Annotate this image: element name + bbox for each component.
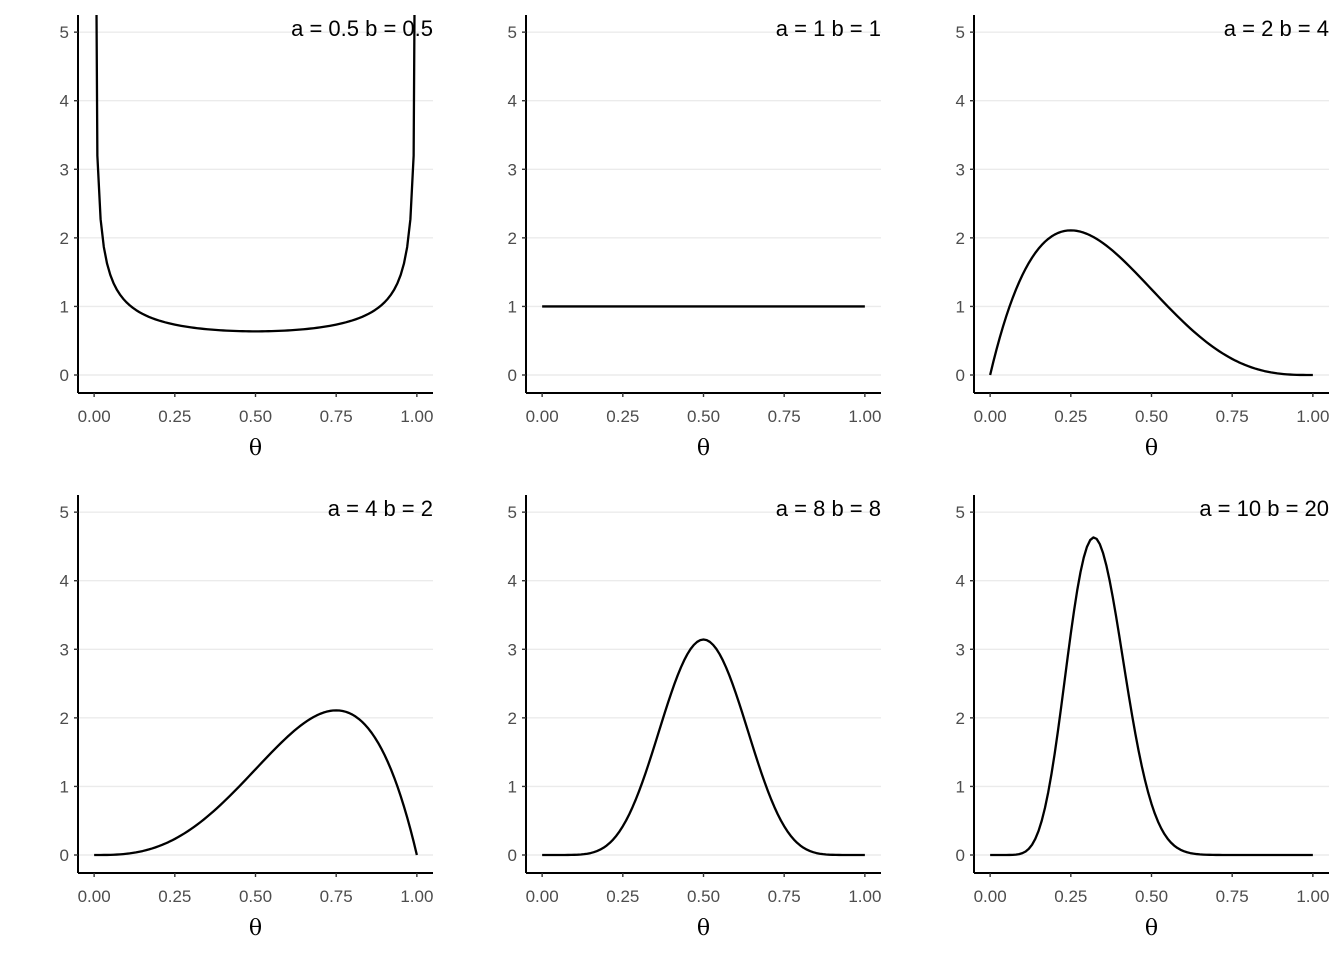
y-tick-label: 5	[60, 503, 69, 522]
x-tick-label: 0.25	[606, 407, 639, 426]
x-tick-label: 1.00	[400, 887, 433, 906]
x-tick-label: 0.75	[1216, 887, 1249, 906]
x-axis-title: θ	[697, 916, 710, 941]
y-tick-label: 0	[508, 366, 517, 385]
x-tick-label: 1.00	[848, 887, 881, 906]
x-tick-label: 0.75	[768, 887, 801, 906]
x-axis-title: θ	[697, 436, 710, 461]
y-tick-label: 4	[60, 572, 69, 591]
x-tick-label: 0.75	[320, 407, 353, 426]
y-tick-label: 0	[956, 366, 965, 385]
panel-title: a = 8 b = 8	[776, 496, 881, 521]
x-tick-label: 0.75	[768, 407, 801, 426]
panel-6: 0 1 2 3 4 5 0.00 0.25 0.50 0.75 1.00 θ a = 10 b = 20	[956, 495, 1329, 941]
panel-title: a = 0.5 b = 0.5	[291, 16, 433, 41]
x-tick-label: 1.00	[1296, 407, 1329, 426]
y-tick-label: 5	[956, 23, 965, 42]
y-tick-label: 1	[508, 777, 517, 796]
y-tick-label: 3	[60, 160, 69, 179]
y-tick-label: 0	[60, 366, 69, 385]
x-tick-label: 1.00	[400, 407, 433, 426]
y-tick-label: 1	[956, 297, 965, 316]
x-tick-label: 0.25	[158, 887, 191, 906]
y-tick-label: 0	[508, 846, 517, 865]
y-tick-label: 1	[956, 777, 965, 796]
panel-title: a = 4 b = 2	[328, 496, 433, 521]
y-tick-label: 1	[60, 297, 69, 316]
density-curve	[542, 638, 865, 857]
y-tick-label: 4	[956, 92, 965, 111]
y-tick-label: 2	[60, 229, 69, 248]
density-curve	[989, 229, 1313, 377]
x-tick-label: 0.50	[687, 887, 720, 906]
y-tick-label: 4	[60, 92, 69, 111]
x-tick-label: 0.25	[1054, 887, 1087, 906]
y-tick-label: 0	[60, 846, 69, 865]
x-tick-label: 1.00	[1296, 887, 1329, 906]
x-tick-label: 0.00	[526, 407, 559, 426]
x-tick-label: 0.50	[1135, 407, 1168, 426]
x-tick-label: 0.50	[239, 407, 272, 426]
x-tick-label: 0.25	[1054, 407, 1087, 426]
y-tick-label: 0	[956, 846, 965, 865]
x-tick-label: 0.00	[78, 407, 111, 426]
x-tick-label: 0.50	[239, 887, 272, 906]
x-tick-label: 0.00	[974, 407, 1007, 426]
x-tick-label: 0.00	[526, 887, 559, 906]
panel-title: a = 2 b = 4	[1224, 16, 1329, 41]
y-tick-label: 2	[956, 709, 965, 728]
panel-5: 0 1 2 3 4 5 0.00 0.25 0.50 0.75 1.00 θ a = 8 b = 8	[508, 495, 881, 941]
y-tick-label: 1	[60, 777, 69, 796]
y-tick-label: 2	[60, 709, 69, 728]
y-tick-label: 3	[956, 160, 965, 179]
y-tick-label: 4	[956, 572, 965, 591]
x-tick-label: 0.25	[606, 887, 639, 906]
x-tick-label: 0.75	[320, 887, 353, 906]
x-tick-label: 0.50	[1135, 887, 1168, 906]
panel-title: a = 1 b = 1	[776, 16, 881, 41]
panel-1: 0 1 2 3 4 5 0.00 0.25 0.50 0.75 1.00 θ a = 0.5 b = 0…	[60, 15, 433, 461]
y-tick-label: 3	[508, 160, 517, 179]
x-tick-label: 1.00	[848, 407, 881, 426]
y-tick-label: 5	[508, 23, 517, 42]
density-curve	[94, 709, 418, 857]
y-tick-label: 5	[508, 503, 517, 522]
y-tick-label: 5	[956, 503, 965, 522]
y-tick-label: 3	[956, 640, 965, 659]
y-tick-label: 4	[508, 92, 517, 111]
y-tick-label: 2	[508, 229, 517, 248]
y-tick-label: 5	[60, 23, 69, 42]
x-tick-label: 0.75	[1216, 407, 1249, 426]
x-tick-label: 0.50	[687, 407, 720, 426]
x-axis-title: θ	[1145, 916, 1158, 941]
x-axis-title: θ	[1145, 436, 1158, 461]
y-tick-label: 1	[508, 297, 517, 316]
density-curve	[95, 15, 416, 333]
density-curve	[990, 536, 1313, 857]
y-tick-label: 2	[956, 229, 965, 248]
x-axis-title: θ	[249, 436, 262, 461]
y-tick-label: 3	[508, 640, 517, 659]
panel-title: a = 10 b = 20	[1199, 496, 1329, 521]
y-tick-label: 4	[508, 572, 517, 591]
panel-4: 0 1 2 3 4 5 0.00 0.25 0.50 0.75 1.00 θ a = 4 b = 2	[60, 495, 433, 941]
y-tick-label: 2	[508, 709, 517, 728]
y-tick-label: 3	[60, 640, 69, 659]
x-tick-label: 0.00	[78, 887, 111, 906]
panel-3: 0 1 2 3 4 5 0.00 0.25 0.50 0.75 1.00 θ a = 2 b = 4	[956, 15, 1329, 461]
x-tick-label: 0.25	[158, 407, 191, 426]
panel-2: 0 1 2 3 4 5 0.00 0.25 0.50 0.75 1.00 θ a = 1 b = 1	[508, 15, 881, 461]
x-tick-label: 0.00	[974, 887, 1007, 906]
x-axis-title: θ	[249, 916, 262, 941]
